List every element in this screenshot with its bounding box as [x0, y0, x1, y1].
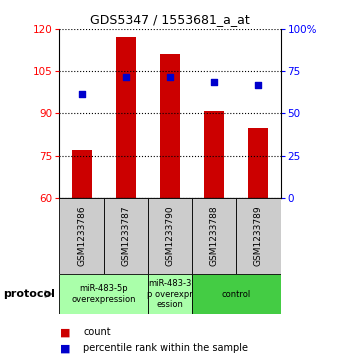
Point: [123, 74, 129, 80]
Bar: [104, 198, 148, 274]
Text: percentile rank within the sample: percentile rank within the sample: [83, 343, 248, 354]
Text: GSM1233789: GSM1233789: [254, 205, 263, 266]
Bar: [204, 111, 224, 198]
Point: [256, 82, 261, 88]
Bar: [116, 37, 136, 198]
Text: GSM1233788: GSM1233788: [210, 205, 219, 266]
Bar: [192, 274, 280, 314]
Text: GSM1233787: GSM1233787: [121, 205, 130, 266]
Bar: [148, 198, 192, 274]
Point: [79, 91, 84, 97]
Text: GSM1233790: GSM1233790: [166, 205, 174, 266]
Text: GSM1233786: GSM1233786: [77, 205, 86, 266]
Point: [211, 79, 217, 85]
Bar: [59, 274, 148, 314]
Text: ■: ■: [59, 343, 70, 354]
Bar: [59, 198, 104, 274]
Text: GDS5347 / 1553681_a_at: GDS5347 / 1553681_a_at: [90, 13, 250, 26]
Text: miR-483-3
p overexpr
ession: miR-483-3 p overexpr ession: [147, 279, 193, 309]
Text: count: count: [83, 327, 111, 337]
Text: protocol: protocol: [3, 289, 55, 299]
Text: control: control: [222, 290, 251, 298]
Bar: [148, 274, 192, 314]
Text: ■: ■: [59, 327, 70, 337]
Bar: [192, 198, 236, 274]
Point: [167, 74, 173, 80]
Text: miR-483-5p
overexpression: miR-483-5p overexpression: [71, 284, 136, 304]
Bar: [249, 127, 268, 198]
Bar: [236, 198, 280, 274]
Bar: [72, 150, 91, 198]
Bar: [160, 54, 180, 198]
